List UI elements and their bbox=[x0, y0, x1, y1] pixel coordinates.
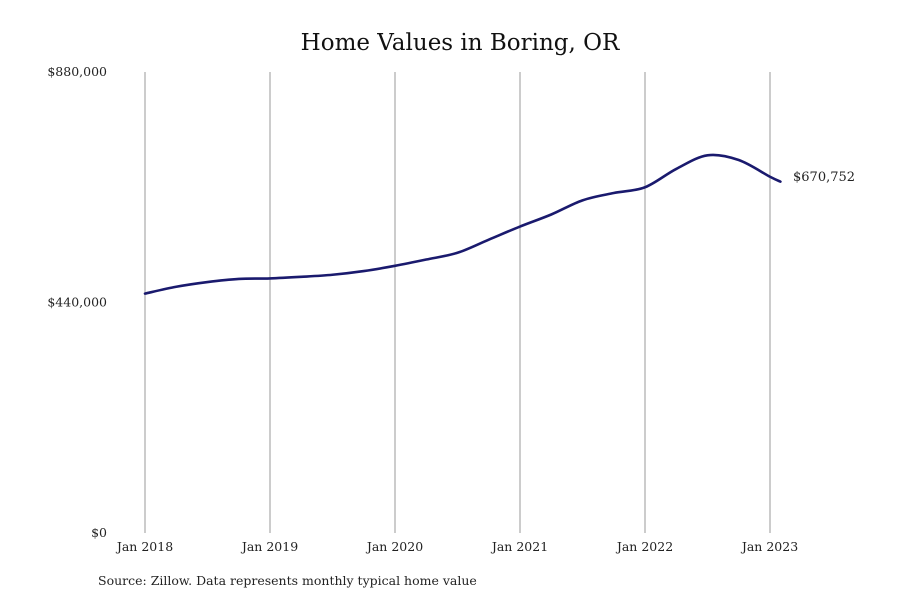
source-note: Source: Zillow. Data represents monthly … bbox=[98, 573, 477, 588]
grid-layer bbox=[144, 72, 771, 533]
x-tick-label: Jan 2020 bbox=[365, 539, 423, 554]
x-tick-label: Jan 2021 bbox=[490, 539, 548, 554]
y-tick-label: $880,000 bbox=[47, 64, 107, 79]
axis-layer: Jan 2018 Jan 2019 Jan 2020 Jan 2021 Jan 2022… bbox=[47, 64, 798, 554]
series-layer bbox=[143, 153, 782, 295]
x-tick-label: Jan 2018 bbox=[115, 539, 173, 554]
end-value-label: $670,752 bbox=[793, 170, 855, 185]
y-tick-label: $0 bbox=[91, 525, 107, 540]
x-tick-label: Jan 2023 bbox=[740, 539, 798, 554]
chart-title: Home Values in Boring, OR bbox=[301, 30, 620, 56]
y-tick-label: $440,000 bbox=[47, 295, 107, 310]
x-tick-label: Jan 2022 bbox=[615, 539, 673, 554]
series-line bbox=[143, 153, 782, 295]
x-tick-label: Jan 2019 bbox=[240, 539, 298, 554]
